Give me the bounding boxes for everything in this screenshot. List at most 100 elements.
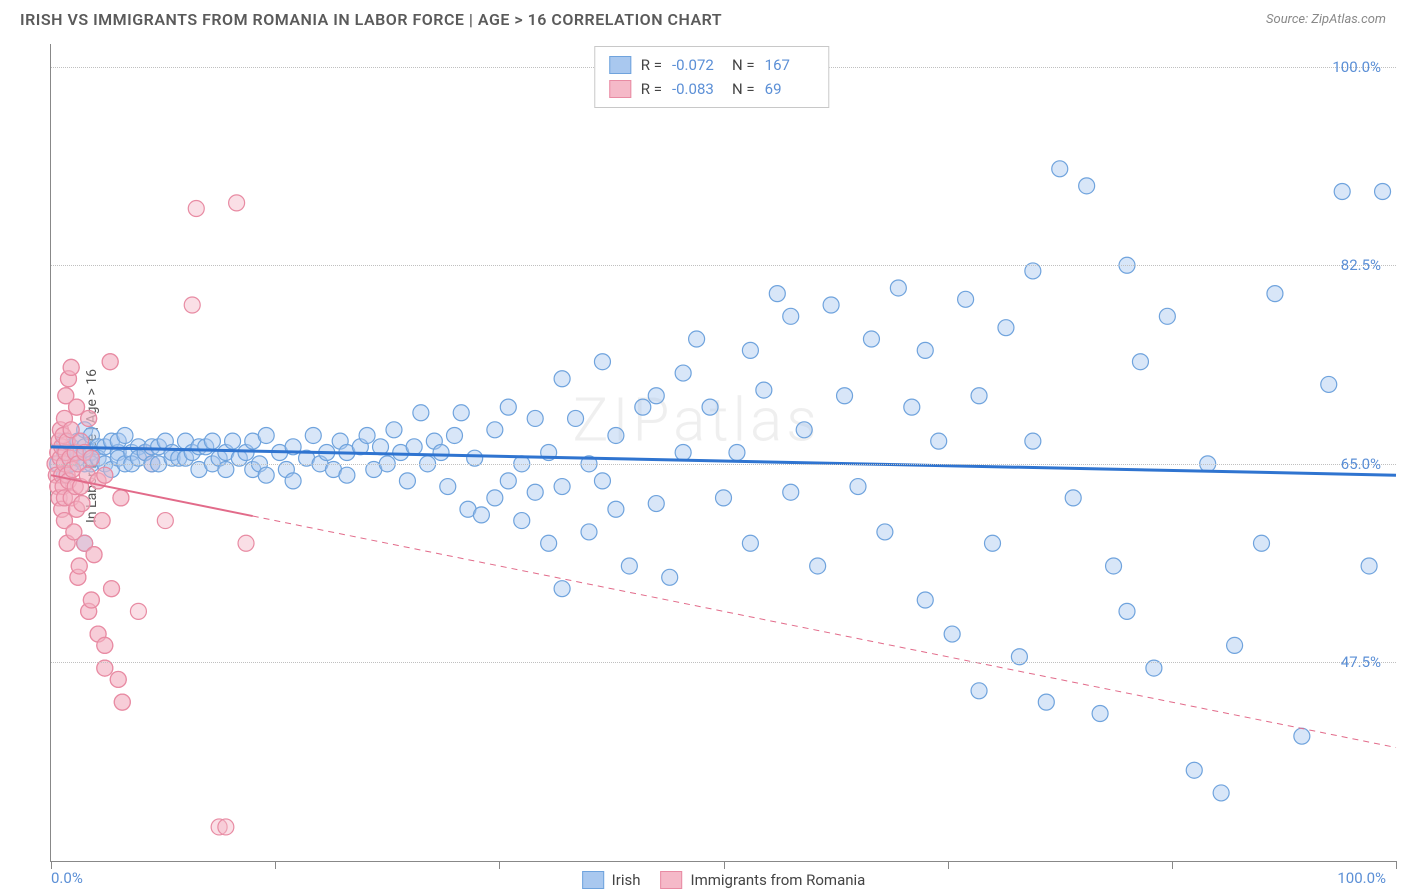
irish-point [554, 581, 570, 597]
irish-point [985, 535, 1001, 551]
irish-point [258, 427, 274, 443]
irish-point [225, 433, 241, 449]
irish-point [837, 388, 853, 404]
irish-point [1213, 785, 1229, 801]
x-tick [51, 861, 52, 869]
irish-point [998, 320, 1014, 336]
irish-point [689, 331, 705, 347]
romania-point [74, 496, 90, 512]
romania-point [83, 592, 99, 608]
irish-r-value: -0.072 [672, 53, 722, 77]
irish-point [850, 479, 866, 495]
x-label-left: 0.0% [51, 869, 83, 887]
irish-point [742, 535, 758, 551]
irish-point [541, 535, 557, 551]
trend-line [253, 516, 1396, 747]
swatch-romania [609, 80, 631, 98]
irish-point [1254, 535, 1270, 551]
irish-point [648, 496, 664, 512]
romania-point [188, 201, 204, 217]
x-tick [948, 861, 949, 869]
gridline [51, 265, 1396, 266]
romania-point [157, 513, 173, 529]
x-tick [1396, 861, 1397, 869]
y-tick-label: 100.0% [1332, 58, 1381, 76]
romania-point [71, 558, 87, 574]
scatter-svg [51, 44, 1396, 861]
irish-point [662, 569, 678, 585]
swatch-irish [582, 871, 604, 889]
stats-row-romania: R = -0.083 N = 69 [609, 77, 815, 101]
irish-point [742, 342, 758, 358]
irish-point [386, 422, 402, 438]
irish-point [971, 683, 987, 699]
irish-point [433, 445, 449, 461]
bottom-legend: Irish Immigrants from Romania [582, 871, 866, 889]
irish-point [594, 473, 610, 489]
x-tick [1172, 861, 1173, 869]
irish-point [1119, 603, 1135, 619]
source-attribution: Source: ZipAtlas.com [1266, 12, 1386, 27]
irish-point [877, 524, 893, 540]
romania-point [113, 490, 129, 506]
stats-row-irish: R = -0.072 N = 167 [609, 53, 815, 77]
romania-point [69, 399, 85, 415]
irish-point [917, 342, 933, 358]
romania-r-value: -0.083 [672, 77, 722, 101]
irish-point [204, 433, 220, 449]
x-tick [724, 861, 725, 869]
y-tick-label: 47.5% [1341, 653, 1381, 671]
irish-point [406, 439, 422, 455]
irish-point [621, 558, 637, 574]
romania-point [218, 819, 234, 835]
romania-n-value: 69 [765, 77, 815, 101]
irish-point [904, 399, 920, 415]
irish-point [453, 405, 469, 421]
romania-point [184, 297, 200, 313]
irish-point [527, 484, 543, 500]
irish-point [823, 297, 839, 313]
x-label-right: 100.0% [1337, 869, 1386, 887]
irish-point [594, 354, 610, 370]
romania-point [81, 410, 97, 426]
irish-point [500, 399, 516, 415]
irish-point [581, 524, 597, 540]
gridline [51, 662, 1396, 663]
romania-point [86, 547, 102, 563]
irish-point [1361, 558, 1377, 574]
chart-area: ZIPatlas 47.5%65.0%82.5%100.0%0.0%100.0%… [50, 44, 1396, 862]
irish-point [917, 592, 933, 608]
irish-point [729, 445, 745, 461]
legend-item-irish: Irish [582, 871, 641, 889]
irish-point [117, 427, 133, 443]
r-label: R = [641, 53, 662, 77]
irish-point [863, 331, 879, 347]
irish-point [1092, 705, 1108, 721]
irish-point [675, 445, 691, 461]
plot-area: ZIPatlas 47.5%65.0%82.5%100.0%0.0%100.0% [51, 44, 1396, 861]
stats-legend-box: R = -0.072 N = 167 R = -0.083 N = 69 [594, 46, 830, 108]
x-tick [275, 861, 276, 869]
irish-point [648, 388, 664, 404]
irish-point [487, 490, 503, 506]
y-tick-label: 65.0% [1341, 455, 1381, 473]
irish-point [608, 501, 624, 517]
irish-point [944, 626, 960, 642]
n-label: N = [732, 77, 755, 101]
romania-point [97, 467, 113, 483]
irish-point [554, 479, 570, 495]
irish-point [1106, 558, 1122, 574]
r-label: R = [641, 77, 662, 101]
irish-point [675, 365, 691, 381]
irish-point [1159, 308, 1175, 324]
irish-point [1186, 762, 1202, 778]
irish-point [305, 427, 321, 443]
chart-title: IRISH VS IMMIGRANTS FROM ROMANIA IN LABO… [20, 10, 722, 29]
irish-point [568, 410, 584, 426]
irish-point [931, 433, 947, 449]
irish-point [716, 490, 732, 506]
irish-point [1294, 728, 1310, 744]
irish-point [890, 280, 906, 296]
irish-point [958, 291, 974, 307]
irish-point [500, 473, 516, 489]
